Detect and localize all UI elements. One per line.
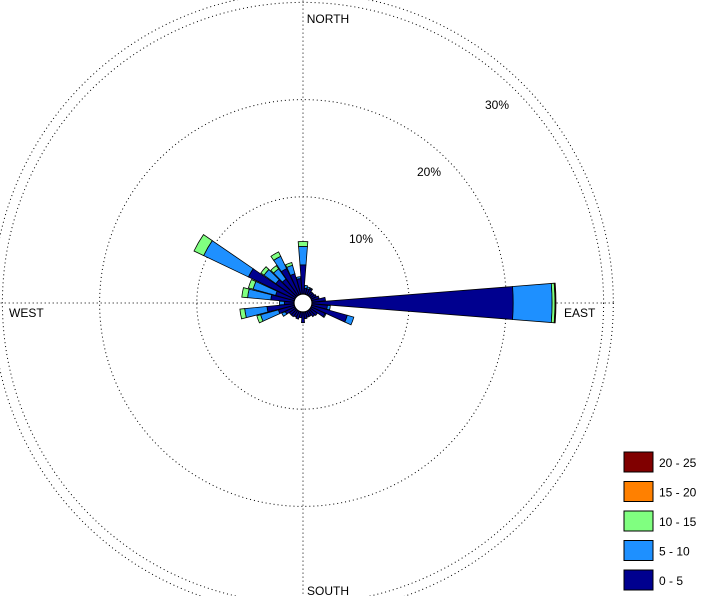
legend-label: 0 - 5 [659, 574, 683, 588]
legend-swatch [623, 540, 654, 561]
wind-sectors [193, 234, 557, 326]
radial-tick-label: 30% [485, 98, 509, 112]
sector-segment [241, 287, 250, 299]
sector-segment [247, 278, 257, 290]
legend-label: 20 - 25 [659, 456, 697, 470]
sector-segment [309, 287, 314, 291]
west-label: WEST [9, 306, 44, 320]
legend-label: 10 - 15 [659, 515, 697, 529]
sector-segment [326, 304, 331, 311]
sector-segment [295, 276, 302, 280]
legend-swatch [623, 569, 654, 591]
sector-segment [270, 251, 282, 261]
sector-segment [193, 234, 213, 257]
sector-segment [322, 313, 327, 319]
sector-segment [260, 266, 270, 276]
south-label: SOUTH [307, 584, 349, 596]
legend-swatch [623, 510, 654, 532]
sector-segment [553, 282, 557, 324]
sector-segment [256, 314, 264, 324]
calm-center-circle [293, 293, 313, 313]
radial-tick-label: 10% [349, 232, 373, 246]
sector-segment [239, 308, 247, 320]
sector-segment [281, 310, 288, 317]
east-label: EAST [564, 306, 596, 320]
grid-circle [1, 1, 605, 596]
sector-segment [285, 261, 294, 268]
sector-segment [344, 314, 355, 326]
legend-swatch [623, 481, 654, 502]
sector-segment [297, 241, 309, 247]
sector-segment [270, 265, 280, 274]
sector-segment [303, 284, 308, 290]
sector-segment [279, 300, 285, 306]
sector-segment [203, 240, 254, 278]
legend-label: 5 - 10 [659, 545, 690, 559]
legend: 20 - 25 15 - 20 10 - 15 5 - 10 0 - 5 [623, 451, 697, 591]
sector-segment [512, 283, 553, 323]
legend-swatch [623, 451, 654, 473]
radial-tick-label: 20% [417, 165, 441, 179]
legend-label: 15 - 20 [659, 486, 697, 500]
sector-segment [298, 245, 308, 266]
north-label: NORTH [307, 12, 349, 26]
